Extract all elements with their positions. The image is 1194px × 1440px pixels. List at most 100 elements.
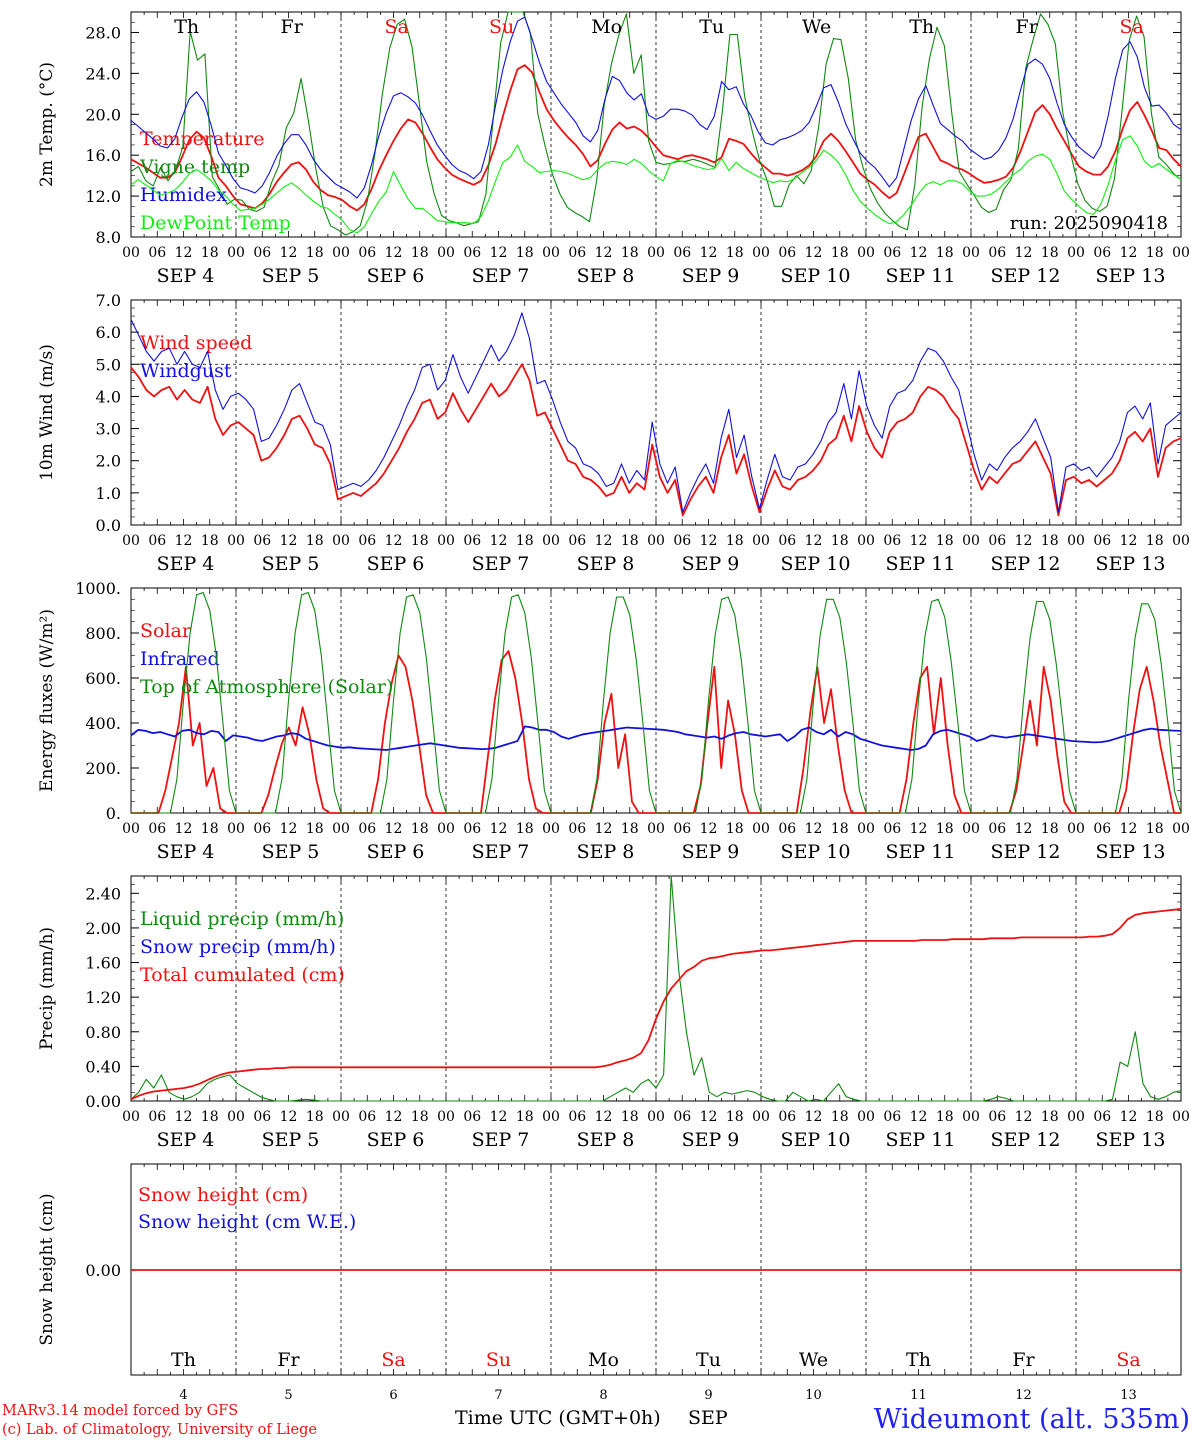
hour-label: 00 — [227, 1109, 245, 1125]
legend-entry: Solar — [140, 620, 192, 642]
y-tick-label: 200. — [85, 759, 121, 778]
date-label: SEP 4 — [157, 553, 215, 575]
hour-label: 12 — [1120, 1109, 1138, 1125]
date-label: SEP 5 — [262, 265, 320, 287]
y-tick-label: 0.0 — [96, 516, 121, 535]
hour-label: 00 — [542, 821, 560, 837]
date-label: SEP 12 — [991, 553, 1061, 575]
hour-label: 00 — [857, 533, 875, 549]
date-label: SEP 9 — [682, 1129, 740, 1151]
date-label: SEP 4 — [157, 265, 215, 287]
day-number: 12 — [1015, 1388, 1032, 1403]
hour-label: 18 — [516, 245, 534, 261]
hour-label: 06 — [1093, 821, 1111, 837]
hour-label: 06 — [568, 821, 586, 837]
hour-label: 18 — [1041, 533, 1059, 549]
y-tick-label: 1.60 — [85, 954, 121, 973]
hour-label: 06 — [148, 245, 166, 261]
hour-label: 00 — [647, 821, 665, 837]
hour-label: 18 — [831, 1109, 849, 1125]
date-label: SEP 5 — [262, 553, 320, 575]
hour-label: 06 — [883, 1109, 901, 1125]
hour-label: 00 — [542, 1109, 560, 1125]
y-tick-label: 1.0 — [96, 484, 121, 503]
hour-label: 00 — [647, 1109, 665, 1125]
date-label: SEP 10 — [781, 1129, 851, 1151]
date-label: SEP 11 — [886, 841, 956, 863]
hour-label: 12 — [385, 1109, 403, 1125]
hour-label: 12 — [805, 1109, 823, 1125]
hour-label: 00 — [1067, 533, 1085, 549]
hour-label: 06 — [988, 821, 1006, 837]
hour-label: 18 — [726, 245, 744, 261]
series-line-vigne-temp — [130, 11, 1182, 236]
hour-label: 06 — [568, 245, 586, 261]
hour-label: 18 — [726, 821, 744, 837]
hour-label: 12 — [1120, 533, 1138, 549]
hour-label: 18 — [936, 1109, 954, 1125]
date-label: SEP 8 — [577, 841, 635, 863]
hour-label: 18 — [831, 821, 849, 837]
date-label: SEP 10 — [781, 841, 851, 863]
hour-label: 06 — [253, 245, 271, 261]
credit-line: MARv3.14 model forced by GFS — [2, 1403, 238, 1419]
y-tick-label: 2.0 — [96, 452, 121, 471]
hour-label: 12 — [1120, 245, 1138, 261]
hour-label: 12 — [385, 533, 403, 549]
hour-label: 00 — [1172, 533, 1190, 549]
hour-label: 00 — [752, 245, 770, 261]
y-axis-label: 10m Wind (m/s) — [37, 344, 57, 481]
hour-label: 12 — [910, 1109, 928, 1125]
date-label: SEP 8 — [577, 553, 635, 575]
hour-label: 06 — [463, 821, 481, 837]
hour-label: 12 — [595, 245, 613, 261]
hour-label: 12 — [700, 1109, 718, 1125]
weekday-label: Tu — [696, 1349, 721, 1371]
weekday-label: Mo — [588, 1349, 619, 1371]
hour-label: 18 — [306, 245, 324, 261]
legend-entry: Vigne temp — [139, 156, 250, 178]
y-axis-label: Snow height (cm) — [37, 1193, 57, 1345]
y-tick-label: 1000. — [75, 579, 121, 598]
hour-label: 18 — [201, 533, 219, 549]
hour-label: 18 — [306, 1109, 324, 1125]
hour-label: 18 — [516, 821, 534, 837]
date-label: SEP 5 — [262, 1129, 320, 1151]
hour-label: 06 — [253, 821, 271, 837]
hour-label: 06 — [148, 533, 166, 549]
hour-label: 00 — [437, 245, 455, 261]
hour-label: 06 — [358, 533, 376, 549]
series-line-dewpoint-temp — [130, 135, 1182, 234]
date-label: SEP 10 — [781, 553, 851, 575]
legend-entry: Wind speed — [140, 332, 252, 354]
panel-frame — [130, 299, 1182, 526]
hour-label: 12 — [175, 1109, 193, 1125]
hour-label: 06 — [988, 245, 1006, 261]
day-number: 10 — [805, 1388, 822, 1403]
hour-label: 12 — [490, 245, 508, 261]
hour-label: 00 — [647, 533, 665, 549]
y-tick-label: 1.20 — [85, 988, 121, 1007]
y-axis-label: Energy fluxes (W/m²) — [37, 609, 57, 792]
hour-label: 00 — [857, 821, 875, 837]
legend-entry: Infrared — [140, 648, 220, 670]
hour-label: 06 — [778, 821, 796, 837]
hour-label: 06 — [883, 245, 901, 261]
hour-label: 00 — [1067, 1109, 1085, 1125]
date-label: SEP 11 — [886, 553, 956, 575]
weekday-label: Fr — [1016, 16, 1039, 38]
day-number: 5 — [284, 1388, 292, 1403]
y-tick-label: 5.0 — [96, 355, 121, 374]
y-tick-label: 2.00 — [85, 919, 121, 938]
hour-label: 00 — [227, 245, 245, 261]
series-line-liquid-precip-mm-h- — [130, 875, 1182, 1102]
y-tick-label: 0.00 — [85, 1261, 121, 1280]
hour-label: 00 — [857, 245, 875, 261]
x-axis-title: Time UTC (GMT+0h) — [455, 1407, 661, 1429]
series-line-total-cumulated-cm- — [130, 908, 1182, 1101]
hour-label: 12 — [595, 1109, 613, 1125]
hour-label: 06 — [358, 1109, 376, 1125]
hour-label: 06 — [1093, 533, 1111, 549]
weekday-label: Th — [171, 1349, 196, 1371]
